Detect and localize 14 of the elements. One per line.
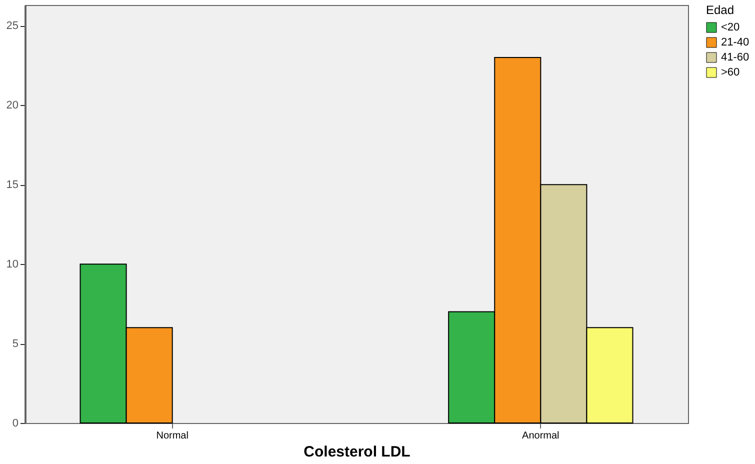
x-tick-label: Anormal bbox=[522, 430, 560, 442]
y-tick-label: 20 bbox=[6, 100, 18, 112]
y-tick-label: 0 bbox=[12, 418, 18, 430]
y-tick-label: 10 bbox=[6, 258, 18, 271]
x-tick-label: Normal bbox=[156, 430, 188, 442]
y-tick-label: 5 bbox=[12, 338, 18, 350]
legend-label: >60 bbox=[721, 66, 740, 78]
x-axis-title: Colesterol LDL bbox=[304, 444, 410, 460]
y-tick-label: 25 bbox=[6, 20, 18, 32]
legend-label: 41-60 bbox=[721, 52, 750, 64]
legend-label: 21-40 bbox=[721, 36, 750, 48]
y-tick-label: 15 bbox=[6, 179, 18, 192]
legend-label: <20 bbox=[721, 22, 740, 34]
legend-title: Edad bbox=[706, 3, 734, 17]
